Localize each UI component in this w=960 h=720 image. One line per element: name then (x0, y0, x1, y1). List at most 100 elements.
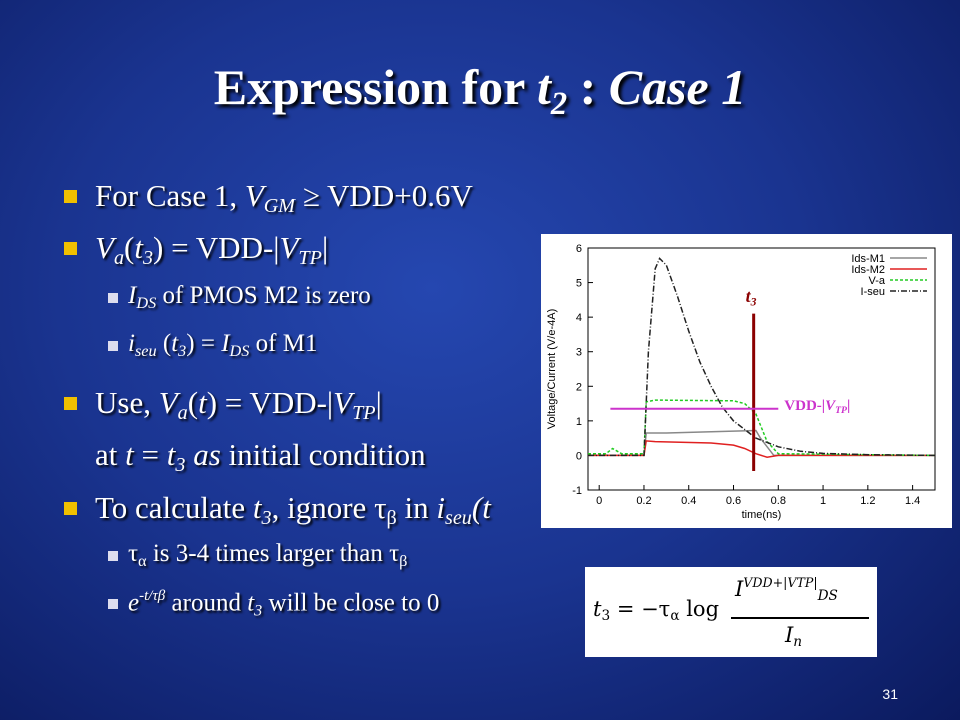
text-run: DS (229, 341, 250, 360)
text-run: i (128, 330, 135, 357)
text-run: TP (352, 402, 376, 425)
text-run: Case 1 (608, 59, 747, 115)
text-run: log (679, 597, 720, 621)
text-run: 3 (254, 601, 263, 620)
text-run: t (134, 230, 143, 265)
text-run: V (333, 385, 353, 420)
text-run: n (793, 634, 803, 651)
text-run: | (321, 230, 329, 265)
text-run: (t (471, 490, 491, 525)
bullet (108, 599, 118, 609)
bullet (108, 341, 118, 351)
text-run: = (133, 437, 167, 472)
y-axis-label: Voltage/Current (V/e-4A) (546, 309, 558, 429)
text-run: V (279, 230, 299, 265)
vdd-label: VDD-|VTP| (784, 398, 850, 416)
text-run: Expression for (213, 59, 537, 115)
text-run: of M1 (249, 330, 318, 357)
formula-numerator: IVDD+|VTP|DS (735, 575, 838, 604)
text-run: | (813, 575, 818, 590)
y-tick-label: 1 (576, 416, 582, 428)
text-run: Use, (95, 385, 159, 420)
text-run: will be close to 0 (262, 589, 440, 617)
text-run: V (95, 230, 114, 265)
plot-box: -1 0 1 2 3 4 5 6 0 0.2 0.4 0.6 0.8 1 1.2 1.4 time(ns) Vol… (541, 234, 952, 528)
text-run: TP (298, 247, 322, 270)
text-run: e (128, 589, 140, 617)
bullet (64, 397, 77, 410)
plot-frame (587, 247, 936, 491)
text-run: τ (128, 540, 139, 567)
text-run: V (825, 397, 836, 414)
bullet (64, 190, 77, 203)
legend-label: V-a (868, 275, 885, 287)
text-run: I (221, 330, 230, 357)
page-number: 31 (882, 686, 898, 702)
y-tick-label: -1 (572, 485, 582, 497)
text-run: t (166, 437, 176, 472)
series-line (588, 440, 935, 458)
bullet (64, 502, 77, 515)
legend-label: Ids-M2 (851, 264, 885, 276)
text-run: around (165, 589, 248, 617)
text-run: ) = (186, 330, 222, 357)
text-run: i (436, 490, 446, 525)
bullet (64, 242, 77, 255)
text-run: DS (817, 587, 838, 604)
x-tick-label: 1.4 (905, 495, 920, 507)
text-run: α (138, 551, 147, 570)
text-run: DS (136, 293, 157, 312)
text-run: t (125, 437, 134, 472)
bullet-text: Use, Va(t) = VDD-|VTP| (95, 385, 382, 425)
text-run: , ignore (271, 490, 375, 525)
text-run: as (185, 437, 221, 472)
text-run: ( (156, 330, 172, 357)
text-run: V (158, 385, 178, 420)
y-tick-label: 3 (576, 347, 582, 359)
text-run: β (399, 551, 408, 570)
formula-denominator: In (785, 623, 802, 650)
text-run: τ (374, 490, 387, 525)
text-run: t (247, 589, 255, 617)
text-run: t (536, 59, 551, 115)
text-run: of PMOS M2 is zero (156, 282, 371, 309)
bullet (108, 551, 118, 561)
text-run: τ (389, 540, 400, 567)
y-tick-label: 0 (576, 450, 582, 462)
text-run: t (593, 597, 602, 621)
x-tick-label: 0.2 (636, 495, 651, 507)
slide-title: Expression for t2 : Case 1 (0, 58, 960, 123)
text-run: To calculate (95, 490, 253, 525)
series-line (588, 257, 936, 457)
y-tick-label: 6 (576, 243, 582, 255)
text-run: = −τ (610, 597, 671, 621)
text-run: V (244, 178, 264, 213)
text-run: VDD+|V (743, 575, 797, 590)
text-run: α (670, 608, 680, 625)
text-run: t (252, 490, 262, 525)
text-run: 3 (175, 454, 186, 477)
bullet (108, 293, 118, 303)
x-axis-label: time(ns) (742, 509, 782, 521)
text-run: 3 (750, 295, 757, 309)
text-run: -t/τβ (139, 588, 166, 604)
series-line (588, 399, 936, 457)
text-run: I (785, 623, 794, 647)
text-run: a (177, 402, 188, 425)
bullet-text: τα is 3-4 times larger than τβ (128, 540, 407, 571)
text-run: 3 (178, 341, 187, 360)
text-run: t (171, 330, 179, 357)
bullet-text: For Case 1, VGM ≥ VDD+0.6V (95, 178, 473, 218)
y-tick-label: 2 (576, 381, 582, 393)
text-run: initial condition (220, 437, 426, 472)
text-run: VDD-| (784, 397, 826, 414)
bullet-text: Va(t3) = VDD-|VTP| (95, 230, 328, 270)
x-tick-label: 0 (596, 495, 602, 507)
text-run: GM (263, 195, 296, 218)
text-run: ) = VDD-| (153, 230, 280, 265)
x-tick-label: 1.2 (860, 495, 875, 507)
legend-label: Ids-M1 (851, 253, 885, 265)
y-tick-label: 5 (576, 278, 582, 290)
text-run: in (396, 490, 437, 525)
